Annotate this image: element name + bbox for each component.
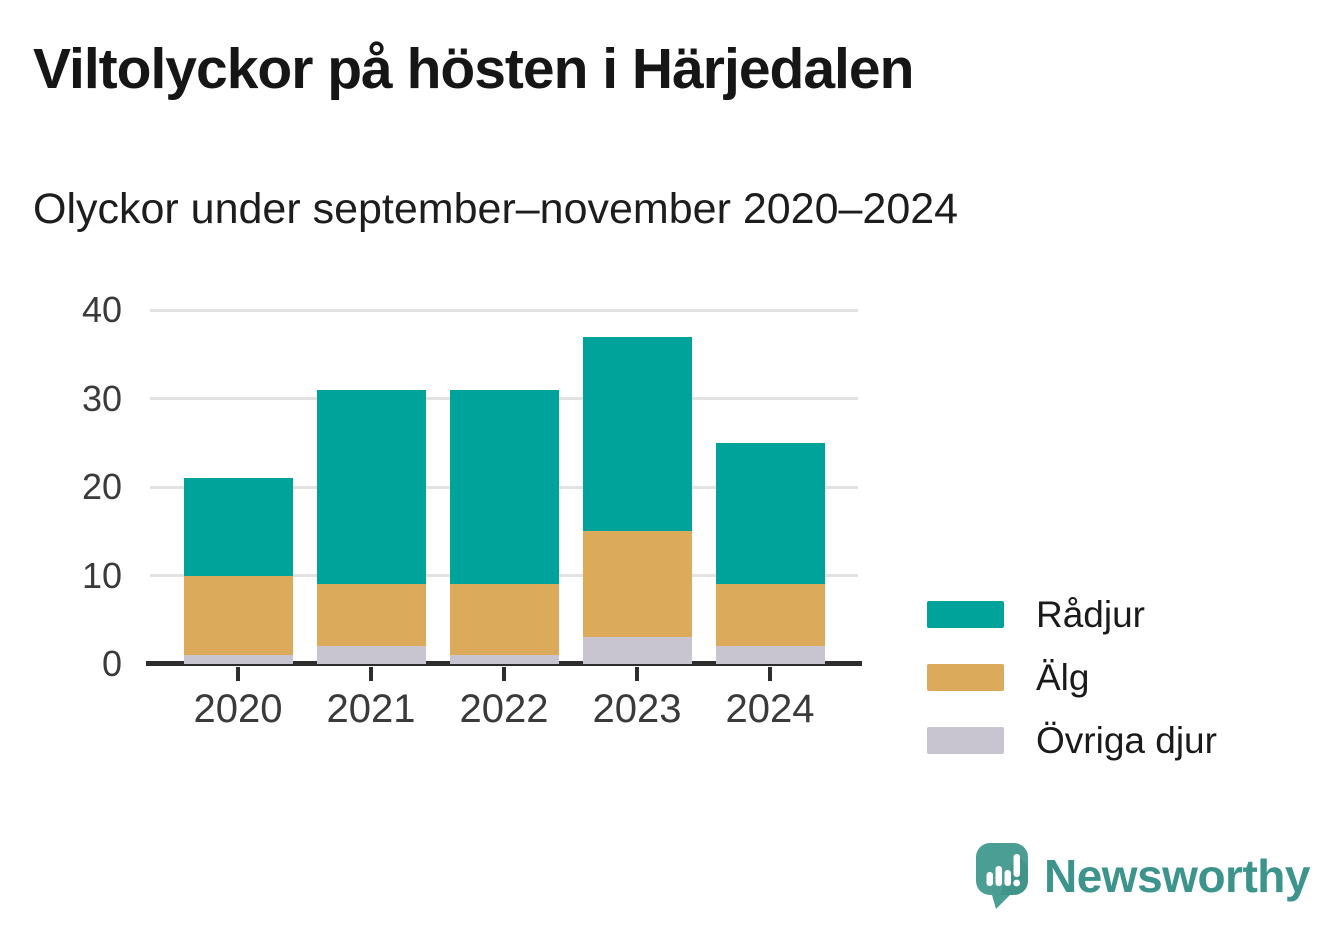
gridline-y40 bbox=[150, 308, 858, 312]
bar-segment-2023 bbox=[582, 637, 692, 664]
bar-segment-2021 bbox=[316, 646, 426, 664]
newsworthy-wordmark: Newsworthy bbox=[1044, 850, 1310, 902]
x-axis-label: 2024 bbox=[725, 687, 815, 731]
chart-title: Viltolyckor på hösten i Härjedalen bbox=[33, 37, 914, 101]
bar-segment-2024 bbox=[715, 584, 825, 647]
legend-swatch bbox=[927, 664, 1004, 691]
x-axis-tick bbox=[236, 667, 240, 681]
y-axis-label: 0 bbox=[101, 643, 122, 684]
y-axis-label: 20 bbox=[81, 466, 122, 507]
chart-legend: Rådjur Älg Övriga djur bbox=[927, 593, 1217, 782]
bar-segment-2021 bbox=[316, 389, 426, 585]
x-axis-tick bbox=[635, 667, 639, 681]
bar-segment-2020 bbox=[183, 575, 293, 656]
logo-exclamation-stroke bbox=[1013, 854, 1020, 877]
legend-label: Älg bbox=[1036, 657, 1090, 698]
newsworthy-logo-icon bbox=[976, 843, 1028, 909]
legend-item: Övriga djur bbox=[927, 719, 1217, 762]
legend-swatch bbox=[927, 601, 1004, 628]
bar-segment-2020 bbox=[183, 478, 293, 576]
logo-exclamation-dot bbox=[1013, 879, 1021, 887]
bar-segment-2024 bbox=[715, 442, 825, 585]
x-axis-tick bbox=[768, 667, 772, 681]
legend-item: Älg bbox=[927, 656, 1217, 699]
legend-label: Rådjur bbox=[1036, 594, 1145, 635]
bar-segment-2022 bbox=[449, 584, 559, 656]
newsworthy-logo: Newsworthy bbox=[976, 843, 1310, 909]
bar-segment-2023 bbox=[582, 336, 692, 532]
plot-area: 2020 2021 2022 2023 2024 bbox=[146, 308, 862, 731]
bar-segment-2024 bbox=[715, 646, 825, 664]
y-axis-label: 40 bbox=[81, 289, 122, 330]
legend-label: Övriga djur bbox=[1036, 720, 1217, 761]
x-axis-label: 2023 bbox=[592, 687, 682, 731]
chart-subtitle: Olyckor under september–november 2020–20… bbox=[33, 185, 959, 233]
x-axis-label: 2021 bbox=[326, 687, 416, 731]
logo-bar-2 bbox=[995, 866, 1002, 886]
logo-bar-1 bbox=[986, 872, 993, 886]
bar-segment-2022 bbox=[449, 389, 559, 585]
bar-segment-2023 bbox=[582, 531, 692, 638]
legend-item: Rådjur bbox=[927, 593, 1217, 636]
stacked-bar-chart: 2020 2021 2022 2023 2024 Rådjur Älg Övriga dju… bbox=[0, 270, 1217, 780]
bar-segment-2022 bbox=[449, 655, 559, 664]
logo-bar-3 bbox=[1004, 870, 1011, 886]
legend-swatch bbox=[927, 727, 1004, 754]
bar-segment-2020 bbox=[183, 655, 293, 664]
x-axis-label: 2020 bbox=[193, 687, 283, 731]
bar-segment-2021 bbox=[316, 584, 426, 647]
y-axis-label: 30 bbox=[81, 377, 122, 419]
x-axis-label: 2022 bbox=[459, 687, 549, 731]
x-axis-tick bbox=[369, 667, 373, 681]
x-axis-tick bbox=[502, 667, 506, 681]
y-axis-label: 10 bbox=[81, 554, 122, 596]
